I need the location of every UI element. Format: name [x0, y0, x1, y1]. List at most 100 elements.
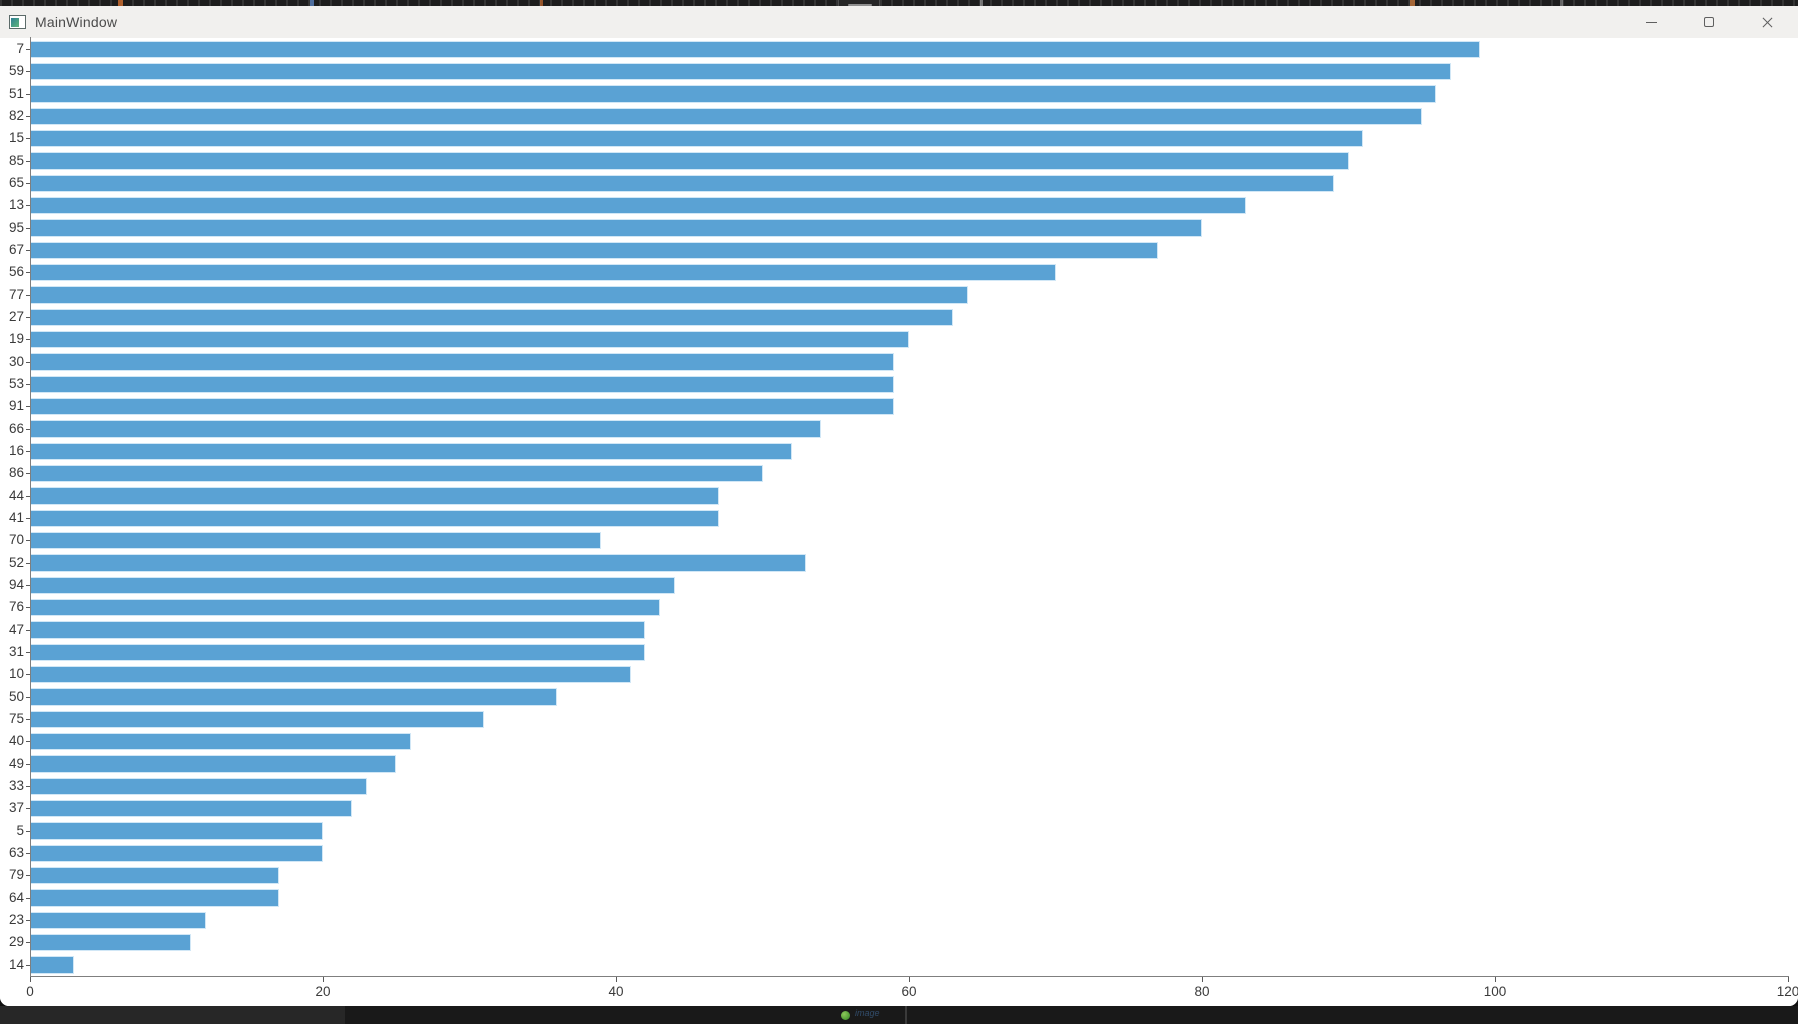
y-tick-label: 44: [8, 487, 24, 503]
x-tick-label: 100: [1483, 984, 1507, 999]
chart-row: 53: [0, 373, 1798, 395]
bar: [30, 397, 895, 416]
bar: [30, 911, 206, 929]
y-tick-mark: [26, 93, 30, 95]
bar: [30, 375, 895, 393]
bar: [30, 688, 558, 706]
x-tick-mark: [30, 977, 31, 982]
y-tick-label: 65: [8, 175, 24, 190]
bar: [30, 174, 1334, 192]
y-tick-mark: [26, 562, 30, 564]
y-tick-mark: [26, 629, 30, 631]
y-tick-label: 76: [8, 599, 24, 615]
y-tick-mark: [26, 205, 30, 207]
chart-row: 52: [0, 552, 1798, 574]
chart-row: 79: [0, 864, 1798, 886]
chart-row: 29: [0, 931, 1798, 953]
main-window: MainWindow 7 59 51 82 15 85 65 13 95 67 56 77 27 19 30…: [0, 6, 1798, 1006]
chart-row: 5: [0, 820, 1798, 842]
chart-row: 64: [0, 887, 1798, 909]
bar: [30, 196, 1246, 215]
chart-row: 67: [0, 239, 1798, 261]
bar: [30, 241, 1159, 259]
bar: [30, 464, 763, 483]
bar: [30, 710, 485, 728]
y-tick-label: 50: [8, 688, 24, 704]
x-tick-label: 80: [1194, 984, 1210, 999]
bar: [30, 643, 646, 661]
close-button[interactable]: [1738, 6, 1796, 38]
y-tick-mark: [26, 786, 30, 788]
chart-row: 75: [0, 708, 1798, 730]
y-tick-mark: [26, 384, 30, 386]
y-tick-label: 15: [8, 130, 24, 146]
y-tick-mark: [26, 741, 30, 743]
y-tick-label: 40: [8, 733, 24, 749]
bar: [30, 263, 1056, 282]
title-bar[interactable]: MainWindow: [0, 6, 1798, 38]
chart-row: 16: [0, 440, 1798, 462]
bar: [30, 621, 646, 639]
x-tick-mark: [1495, 977, 1496, 982]
y-tick-label: 63: [8, 845, 24, 860]
y-tick-mark: [26, 853, 30, 855]
y-tick-label: 49: [8, 755, 24, 771]
y-axis-line: [30, 37, 31, 977]
bar: [30, 822, 323, 840]
x-tick-label: 120: [1776, 984, 1798, 999]
y-tick-label: 66: [8, 420, 24, 436]
y-tick-mark: [26, 294, 30, 296]
y-tick-mark: [26, 406, 30, 408]
y-tick-mark: [26, 674, 30, 676]
x-tick-label: 0: [26, 984, 34, 999]
y-tick-label: 86: [8, 465, 24, 481]
y-tick-label: 31: [8, 644, 24, 659]
y-tick-label: 53: [8, 376, 24, 391]
y-tick-mark: [26, 160, 30, 162]
chart-row: 91: [0, 395, 1798, 417]
bar: [30, 85, 1437, 103]
y-tick-label: 94: [8, 577, 24, 592]
y-tick-mark: [26, 339, 30, 341]
minimize-button[interactable]: [1622, 6, 1680, 38]
y-tick-label: 16: [8, 443, 24, 458]
chart-row: 31: [0, 641, 1798, 663]
chart-row: 7: [0, 38, 1798, 60]
bar: [30, 152, 1349, 170]
drag-handle-line: [848, 4, 872, 6]
bar: [30, 554, 807, 572]
y-tick-mark: [26, 942, 30, 944]
bar: [30, 755, 397, 773]
y-tick-label: 19: [8, 331, 24, 347]
bar: [30, 308, 953, 326]
chart-row: 33: [0, 775, 1798, 797]
bar: [30, 442, 792, 460]
x-tick-mark: [616, 977, 617, 982]
y-tick-mark: [26, 473, 30, 475]
chart-row: 86: [0, 462, 1798, 484]
y-tick-label: 23: [8, 912, 24, 927]
bar: [30, 576, 675, 594]
bar: [30, 844, 323, 862]
y-tick-label: 82: [8, 108, 24, 123]
y-tick-mark: [26, 317, 30, 319]
y-tick-mark: [26, 540, 30, 542]
bar: [30, 40, 1481, 58]
x-tick-label: 20: [315, 984, 331, 999]
chart-row: 19: [0, 328, 1798, 350]
y-tick-label: 85: [8, 152, 24, 168]
x-tick-mark: [909, 977, 910, 982]
y-tick-mark: [26, 830, 30, 832]
window-title: MainWindow: [35, 14, 118, 30]
chart-row: 30: [0, 351, 1798, 373]
y-tick-mark: [26, 652, 30, 654]
x-tick-mark: [1788, 977, 1789, 982]
bar-chart: 7 59 51 82 15 85 65 13 95 67 56 77 27 19 30 53 91 66 16 86 4…: [0, 37, 1798, 1006]
chart-row: 56: [0, 261, 1798, 283]
minimize-icon: [1645, 21, 1657, 23]
bar: [30, 353, 895, 371]
maximize-button[interactable]: [1680, 6, 1738, 38]
y-tick-mark: [26, 518, 30, 520]
y-tick-label: 91: [8, 398, 24, 414]
y-tick-mark: [26, 361, 30, 363]
